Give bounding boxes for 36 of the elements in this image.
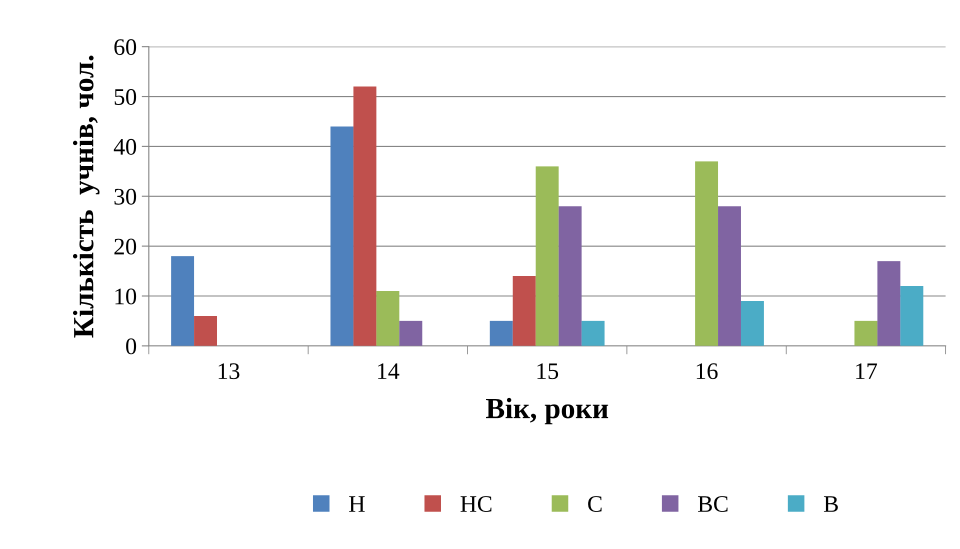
legend-label: В	[824, 496, 838, 512]
bar	[558, 206, 582, 346]
bar	[330, 126, 354, 346]
y-tick-label: 40	[114, 138, 136, 155]
y-tick-label: 0	[126, 338, 136, 354]
x-axis-title: Вік, роки	[486, 398, 608, 424]
bar	[877, 261, 900, 346]
y-tick-label: 50	[114, 89, 136, 105]
x-tick-label: 13	[218, 363, 240, 380]
bar	[490, 320, 513, 346]
legend-label: С	[588, 496, 602, 512]
bar	[171, 256, 194, 346]
bar	[353, 86, 376, 346]
x-tick-label: 16	[696, 363, 718, 380]
bar	[194, 316, 218, 346]
x-tick-label: 14	[378, 363, 400, 379]
bar	[740, 300, 764, 346]
bar	[376, 291, 400, 346]
bar	[582, 320, 605, 346]
legend-label: Н	[349, 496, 365, 512]
bar	[536, 166, 559, 346]
x-tick-label: 15	[537, 363, 558, 380]
bar	[512, 276, 536, 346]
bar	[399, 320, 422, 346]
y-tick-label: 30	[114, 188, 136, 205]
bar	[695, 161, 718, 346]
bar	[854, 320, 878, 346]
bar	[718, 206, 741, 346]
y-axis-title: Кількість учнів, чол.	[72, 56, 100, 338]
bar	[900, 286, 924, 346]
legend-label: ВС	[698, 496, 728, 512]
y-tick-label: 20	[114, 238, 136, 255]
legend-label: НС	[460, 496, 492, 512]
y-tick-label: 10	[115, 288, 136, 304]
x-tick-label: 17	[856, 363, 878, 379]
y-tick-label: 60	[114, 39, 136, 56]
